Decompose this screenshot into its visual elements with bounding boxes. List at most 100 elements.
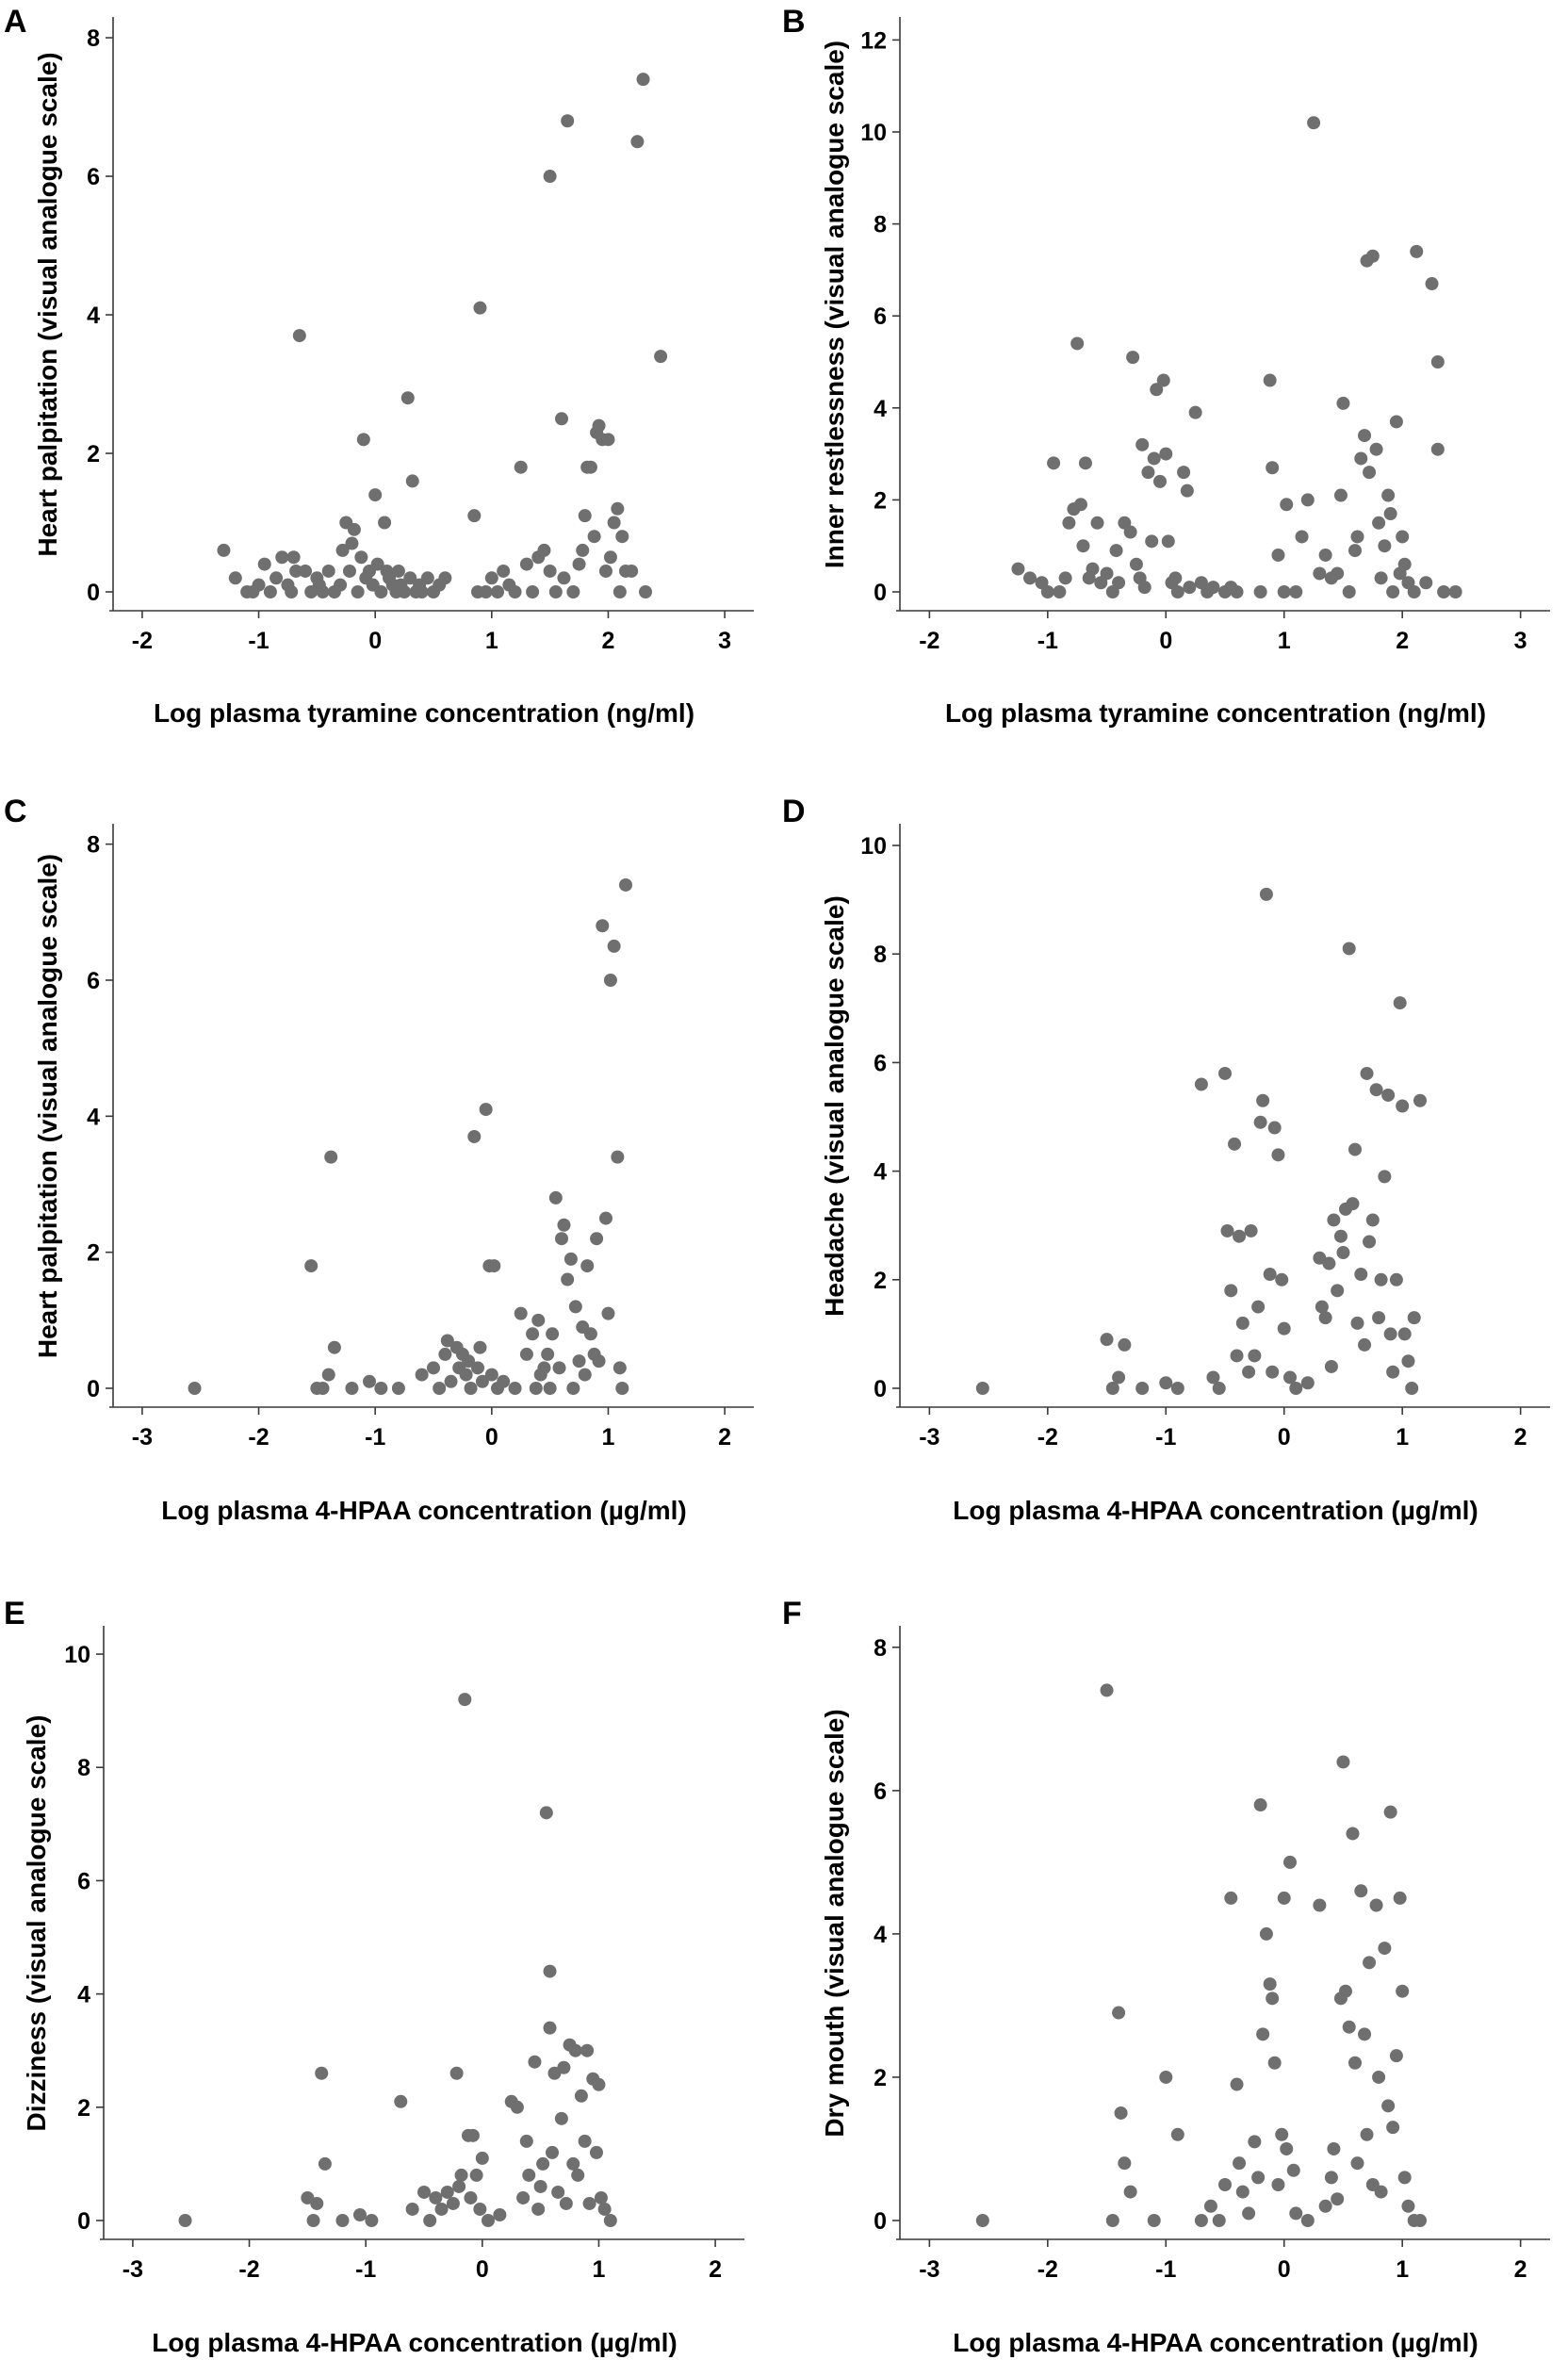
data-point [391,1382,405,1395]
y-tick-label: 6 [87,968,100,994]
data-point [1413,1093,1427,1107]
data-point [1383,507,1397,521]
data-point [1100,1333,1114,1347]
data-point [574,2089,588,2103]
data-point [449,2066,464,2080]
data-point [289,564,303,578]
data-point [285,585,299,598]
data-point [1365,1213,1380,1227]
x-axis-label: Log plasma 4-HPAA concentration (µg/ml) [152,2328,678,2357]
data-point [1354,451,1368,466]
data-point [975,2214,989,2227]
data-point [1267,1121,1282,1135]
data-point [1374,1272,1388,1287]
x-tick-label: 3 [718,628,731,654]
data-point [444,1374,458,1388]
data-point [356,433,370,447]
panel-letter: A [4,4,27,40]
data-point [1448,585,1462,598]
data-point [548,585,563,598]
data-point [1363,1235,1377,1249]
data-point [1011,562,1025,576]
data-point [1259,1926,1273,1941]
y-tick-label: 10 [860,120,887,146]
data-point [566,585,580,598]
data-point [1266,461,1280,475]
data-point [467,509,482,523]
data-point [487,1259,501,1273]
y-tick-label: 0 [874,1376,887,1402]
data-point [1369,442,1383,456]
data-point [178,2214,192,2227]
data-point [1277,585,1291,598]
data-point [1076,539,1090,553]
data-point [1159,1376,1173,1390]
data-point [1259,887,1273,901]
x-axis-label: Log plasma tyramine concentration (ng/ml… [154,698,694,728]
data-point [1407,1311,1421,1325]
data-point [508,585,522,598]
data-point [1275,1272,1289,1287]
data-point [1372,1311,1386,1325]
data-point [1327,1213,1341,1227]
data-point [619,877,632,892]
x-tick-label: -1 [1155,1424,1176,1450]
x-axis-label: Log plasma 4-HPAA concentration (µg/ml) [953,1496,1478,1525]
y-tick-label: 0 [87,1376,100,1402]
data-point [1372,516,1386,530]
data-point [315,2066,329,2080]
data-point [1350,1316,1364,1330]
data-point [536,2156,550,2171]
panel-letter: B [782,4,806,40]
data-point [1145,534,1159,549]
data-point [321,1368,335,1382]
data-point [1307,116,1321,130]
data-point [482,2214,495,2227]
data-point [543,170,557,184]
data-point [546,1327,560,1341]
data-point [1220,1223,1234,1237]
data-point [1437,585,1451,598]
x-axis-label: Log plasma 4-HPAA concentration (µg/ml) [953,2328,1478,2357]
data-point [1141,466,1155,480]
data-point [398,585,412,598]
data-point [1331,1284,1345,1298]
data-point [1378,539,1392,553]
data-point [1170,1382,1184,1395]
data-point [368,488,383,502]
data-point [391,564,405,578]
data-point [1058,571,1072,585]
data-point [597,2202,612,2216]
data-point [464,1382,478,1395]
data-point [1300,493,1315,507]
data-point [1425,277,1439,291]
data-point [1183,581,1197,595]
data-point [493,2207,507,2221]
data-point [578,509,592,523]
y-axis-label: Heart palpitation (visual analogue scale… [33,854,62,1358]
data-point [1251,1300,1266,1314]
data-point [469,2168,483,2182]
data-point [1331,2192,1345,2206]
data-point [497,564,511,578]
data-point [415,1368,429,1382]
data-point [420,571,434,585]
data-point [1396,1984,1410,1998]
data-point [1100,1683,1114,1697]
data-point [571,2168,585,2182]
y-tick-label: 6 [87,164,100,190]
data-point [1112,576,1126,590]
data-point [607,516,621,530]
x-tick-label: -1 [355,2256,376,2283]
data-point [462,1354,476,1368]
data-point [466,2128,480,2142]
data-point [1230,2077,1244,2091]
x-tick-label: 2 [718,1424,731,1450]
data-point [1407,585,1421,598]
data-point [630,135,645,149]
data-point [467,1129,482,1143]
data-point [427,1361,440,1375]
x-tick-label: -2 [132,628,153,654]
y-tick-label: 6 [874,1050,887,1076]
data-point [1109,544,1123,558]
